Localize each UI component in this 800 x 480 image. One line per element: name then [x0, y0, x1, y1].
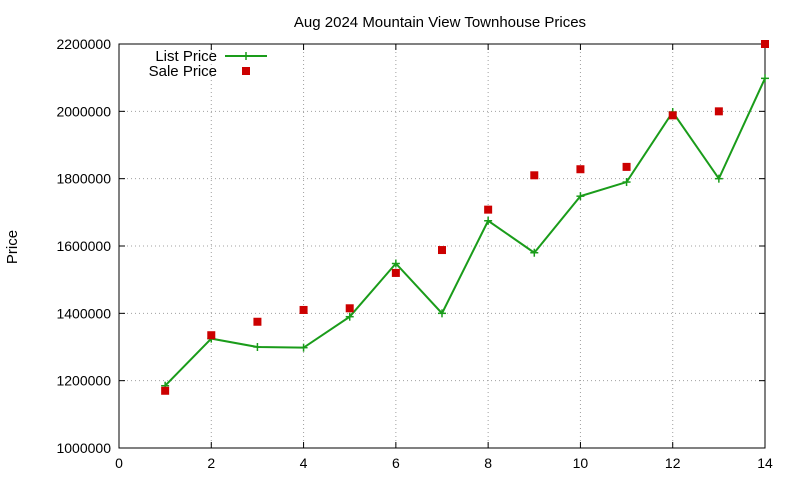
sale-price-point [714, 107, 723, 116]
list-price-point [299, 343, 308, 352]
legend: List Price Sale Price [149, 48, 267, 80]
y-tick-label: 2200000 [56, 36, 111, 52]
y-axis-label: Price [4, 230, 21, 264]
legend-label-sale-price: Sale Price [149, 63, 217, 80]
list-price-point [484, 216, 493, 225]
x-tick-label: 14 [757, 455, 773, 471]
legend-marker-list-price [225, 52, 267, 60]
legend-square-sale-price [242, 67, 250, 75]
x-tick-label: 0 [115, 455, 123, 471]
sale-price-point [622, 162, 631, 171]
sale-price-point [161, 386, 170, 395]
list-price-point [253, 343, 262, 351]
sale-price-point [391, 268, 400, 277]
sale-price-point [576, 165, 585, 174]
grid-lines [119, 44, 765, 448]
y-tick-label: 2000000 [56, 103, 111, 119]
x-tick-label: 2 [207, 455, 215, 471]
x-tick-label: 10 [573, 455, 589, 471]
sale-price-point [438, 246, 446, 255]
sale-price-point [299, 305, 308, 314]
x-tick-label: 6 [392, 455, 400, 471]
x-tick-label: 12 [665, 455, 681, 471]
sale-price-point [530, 171, 539, 180]
y-axis: 1000000 1200000 1400000 1600000 1800000 20000… [56, 36, 765, 456]
sale-price-point [484, 205, 493, 214]
list-price-point [530, 248, 539, 257]
sale-price-point [253, 317, 262, 326]
legend-label-list-price: List Price [155, 48, 217, 65]
y-tick-label: 1400000 [56, 305, 111, 321]
x-axis: 0 2 4 6 8 10 12 14 [115, 44, 773, 471]
list-price-line [164, 77, 766, 387]
list-price-point [345, 312, 354, 321]
y-tick-label: 1600000 [56, 238, 111, 254]
sale-price-point [345, 304, 354, 313]
legend-marker-sale-price [242, 67, 250, 75]
sale-price-point [207, 331, 216, 340]
list-price-point [761, 74, 769, 83]
list-price-point [576, 192, 585, 201]
chart-title: Aug 2024 Mountain View Townhouse Prices [294, 14, 586, 31]
list-price-point [438, 309, 446, 318]
y-tick-label: 1200000 [56, 373, 111, 389]
list-price-point [622, 178, 631, 187]
sale-price-point [668, 111, 677, 120]
x-tick-label: 8 [484, 455, 492, 471]
series-layer [161, 40, 769, 395]
list-price-point [714, 174, 723, 183]
x-tick-label: 4 [300, 455, 308, 471]
y-tick-label: 1000000 [56, 440, 111, 456]
y-tick-label: 1800000 [56, 171, 111, 187]
list-price-point [391, 259, 400, 268]
legend-plus-list-price [242, 52, 250, 60]
sale-price-point [761, 40, 769, 48]
